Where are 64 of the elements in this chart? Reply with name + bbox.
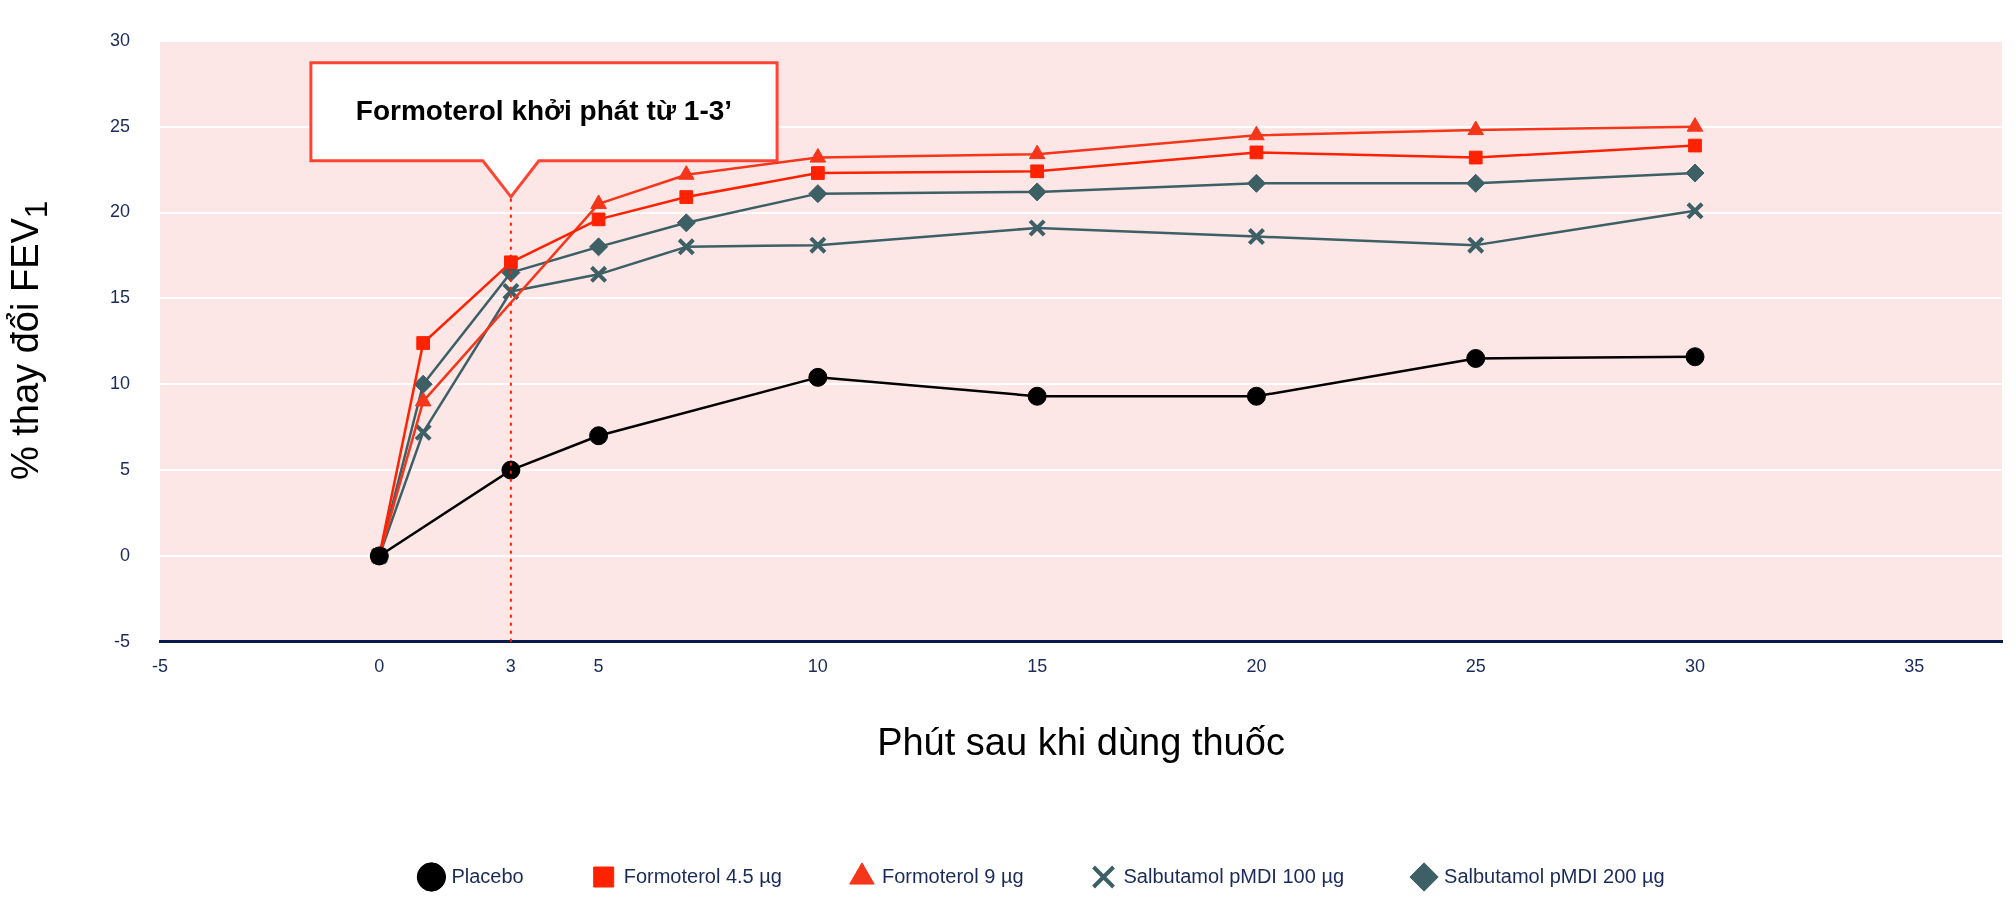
- point: [589, 426, 609, 446]
- point: [1466, 236, 1485, 255]
- legend-label: Formoterol 4.5 µg: [623, 864, 782, 887]
- x-tick-label: 30: [1684, 655, 1706, 676]
- point: [1246, 386, 1266, 406]
- point: [811, 166, 825, 180]
- legend-label: Salbutamol pMDI 200 µg: [1444, 864, 1665, 887]
- y-tick-label: 20: [109, 201, 131, 222]
- x-tick-label: 0: [374, 655, 385, 676]
- y-tick-label: 15: [109, 287, 131, 308]
- y-tick-label: 0: [120, 544, 131, 565]
- point: [589, 237, 609, 257]
- x-tick-label: 10: [807, 655, 828, 676]
- legend-label: Placebo: [451, 864, 524, 887]
- point: [808, 184, 828, 204]
- x-tick-label: 3: [505, 655, 516, 676]
- y-tick-label: 25: [109, 115, 131, 136]
- y-tick-label: -5: [114, 630, 131, 651]
- point: [1466, 173, 1486, 193]
- point: [1030, 164, 1045, 179]
- point: [678, 165, 695, 180]
- point: [591, 212, 606, 227]
- point: [589, 265, 608, 284]
- point: [1686, 117, 1704, 132]
- y-tick-label: 5: [120, 459, 131, 480]
- point: [1028, 218, 1047, 238]
- point: [1028, 144, 1046, 160]
- point: [413, 374, 433, 394]
- x-tick-label: 5: [593, 655, 604, 676]
- x-tick-label: 15: [1027, 655, 1048, 676]
- point: [677, 237, 696, 256]
- point: [501, 460, 521, 480]
- y-tick-label: 30: [109, 29, 131, 50]
- point: [504, 255, 518, 270]
- x-tick-label: 35: [1904, 655, 1925, 676]
- point: [679, 190, 694, 204]
- x-tick-label: 25: [1465, 655, 1486, 676]
- y-tick-label: 10: [109, 373, 131, 394]
- point: [1468, 150, 1483, 165]
- x-tick-label: -5: [152, 655, 169, 676]
- point: [1685, 347, 1705, 367]
- point: [1685, 201, 1705, 220]
- point: [416, 336, 431, 350]
- legend-label: Salbutamol pMDI 100 µg: [1123, 864, 1345, 887]
- point: [808, 367, 828, 387]
- point: [1685, 163, 1705, 183]
- point: [808, 236, 827, 255]
- point: [809, 148, 827, 163]
- point: [1249, 145, 1264, 160]
- point: [1027, 386, 1047, 406]
- point: [1688, 138, 1702, 153]
- point: [590, 194, 607, 209]
- legend-label: Formoterol 9 µg: [881, 864, 1024, 887]
- point: [1246, 173, 1266, 193]
- x-axis-title: Phút sau khi dùng thuốc: [877, 720, 1285, 763]
- point: [676, 213, 696, 233]
- point: [1466, 348, 1486, 368]
- point: [414, 423, 433, 442]
- point: [1027, 182, 1047, 202]
- annotation: Formoterol khởi phát từ 1-3’: [355, 94, 733, 126]
- point: [1247, 227, 1266, 246]
- x-tick-label: 20: [1246, 655, 1267, 676]
- point: [1467, 120, 1485, 136]
- point: [1248, 125, 1265, 141]
